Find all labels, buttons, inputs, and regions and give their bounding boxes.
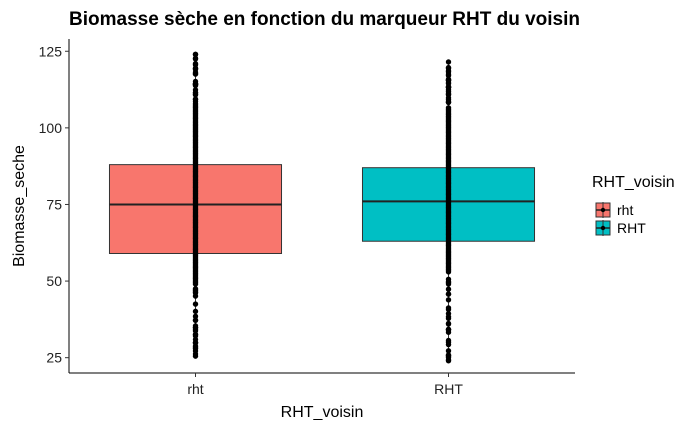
data-point: [192, 345, 199, 352]
data-point: [445, 297, 452, 303]
data-point: [445, 92, 452, 98]
legend: RHT_voisin rht RHT: [592, 174, 675, 236]
data-point: [192, 317, 199, 324]
data-point: [192, 51, 199, 58]
data-point: [445, 329, 452, 335]
data-point: [445, 314, 452, 320]
data-point: [192, 71, 199, 77]
data-point: [445, 68, 452, 74]
data-point: [192, 351, 199, 357]
legend-title: RHT_voisin: [592, 174, 675, 191]
data-point: [445, 348, 452, 354]
legend-key-point: [600, 207, 606, 213]
boxes: [108, 54, 536, 361]
data-point: [192, 313, 199, 320]
data-point: [445, 105, 452, 111]
data-point: [192, 61, 199, 67]
data-point: [192, 89, 199, 96]
data-point: [445, 352, 452, 358]
legend-label-rht: rht: [617, 202, 633, 218]
y-tick-label: 25: [46, 350, 62, 366]
y-tick-label: 75: [46, 196, 62, 212]
data-point: [445, 291, 452, 297]
data-point: [192, 340, 199, 346]
y-tick-label: 125: [39, 43, 63, 59]
data-point: [445, 77, 452, 84]
data-point: [445, 84, 452, 90]
x-tick-label: RHT: [434, 381, 463, 397]
points: [192, 51, 452, 364]
x-tick-label: rht: [187, 381, 203, 397]
data-point: [445, 321, 452, 327]
axes: 25 50 75 100 125 rht RHT: [39, 39, 575, 397]
y-axis-title: Biomasse_seche: [11, 145, 28, 267]
data-point: [192, 301, 199, 307]
data-point: [445, 305, 452, 311]
chart-title: Biomasse sèche en fonction du marqueur R…: [69, 9, 580, 30]
data-point: [192, 96, 199, 103]
data-point: [192, 55, 199, 62]
data-point: [192, 81, 199, 87]
data-point: [445, 339, 452, 345]
data-point: [192, 323, 199, 329]
data-point: [445, 279, 452, 286]
legend-key-point: [600, 225, 606, 231]
data-point: [192, 65, 199, 71]
data-point: [192, 328, 199, 334]
data-point: [192, 293, 199, 299]
data-point: [192, 331, 199, 338]
data-point: [192, 286, 199, 292]
data-point: [445, 97, 452, 103]
y-tick-label: 100: [39, 120, 63, 136]
data-point: [445, 59, 452, 65]
y-tick-label: 50: [46, 273, 62, 289]
x-axis-title: RHT_voisin: [281, 404, 364, 421]
legend-label-RHT: RHT: [617, 220, 646, 236]
data-point: [192, 308, 199, 315]
data-point: [445, 286, 452, 292]
